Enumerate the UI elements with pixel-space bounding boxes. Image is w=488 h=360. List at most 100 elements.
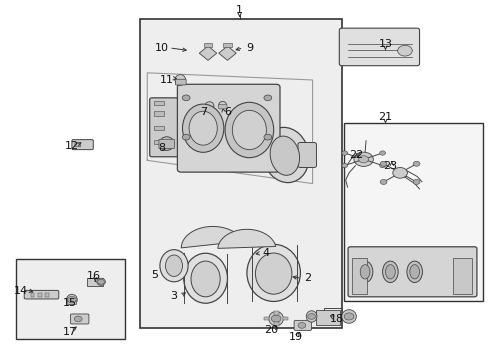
Text: 20: 20	[264, 325, 278, 335]
Circle shape	[412, 161, 419, 166]
Ellipse shape	[357, 261, 372, 283]
Circle shape	[264, 95, 271, 101]
FancyBboxPatch shape	[175, 79, 186, 85]
FancyBboxPatch shape	[177, 84, 280, 172]
Ellipse shape	[191, 261, 220, 297]
Circle shape	[341, 151, 347, 155]
FancyBboxPatch shape	[203, 43, 212, 47]
FancyBboxPatch shape	[452, 258, 471, 294]
FancyBboxPatch shape	[87, 278, 103, 286]
Text: 15: 15	[62, 298, 76, 308]
Ellipse shape	[268, 311, 283, 326]
Ellipse shape	[97, 278, 105, 285]
FancyBboxPatch shape	[273, 322, 278, 326]
Text: 18: 18	[329, 314, 343, 324]
Circle shape	[379, 179, 386, 184]
Text: 13: 13	[378, 39, 392, 49]
Ellipse shape	[189, 111, 217, 145]
Text: 19: 19	[288, 332, 302, 342]
Text: 6: 6	[224, 107, 230, 117]
Circle shape	[344, 313, 353, 320]
Circle shape	[353, 152, 372, 166]
Text: 5: 5	[151, 270, 158, 280]
Circle shape	[74, 316, 82, 322]
FancyBboxPatch shape	[347, 247, 476, 297]
FancyBboxPatch shape	[344, 123, 482, 301]
FancyBboxPatch shape	[316, 310, 340, 325]
Polygon shape	[217, 229, 275, 248]
Circle shape	[358, 156, 368, 163]
Text: 7: 7	[199, 107, 206, 117]
FancyBboxPatch shape	[218, 105, 226, 109]
Ellipse shape	[409, 265, 419, 279]
FancyBboxPatch shape	[72, 140, 93, 150]
Circle shape	[392, 167, 407, 178]
Ellipse shape	[305, 311, 316, 322]
Polygon shape	[199, 46, 216, 60]
Circle shape	[271, 315, 281, 322]
FancyBboxPatch shape	[264, 317, 268, 320]
Ellipse shape	[262, 127, 308, 183]
Ellipse shape	[66, 294, 77, 305]
Ellipse shape	[232, 111, 266, 150]
FancyBboxPatch shape	[154, 101, 163, 105]
Text: 23: 23	[383, 161, 397, 171]
FancyBboxPatch shape	[45, 293, 49, 297]
FancyBboxPatch shape	[140, 19, 341, 328]
Ellipse shape	[165, 255, 182, 276]
FancyBboxPatch shape	[297, 143, 316, 167]
FancyBboxPatch shape	[293, 320, 311, 330]
Circle shape	[379, 151, 385, 155]
Circle shape	[307, 314, 315, 319]
Ellipse shape	[360, 265, 369, 279]
Text: 22: 22	[348, 150, 363, 160]
Circle shape	[379, 163, 385, 168]
Text: 14: 14	[14, 286, 28, 296]
Ellipse shape	[385, 265, 394, 279]
Ellipse shape	[382, 261, 397, 283]
Ellipse shape	[160, 249, 188, 282]
Ellipse shape	[183, 253, 227, 303]
Text: 10: 10	[155, 43, 168, 53]
Circle shape	[397, 45, 411, 56]
Ellipse shape	[218, 102, 226, 109]
FancyBboxPatch shape	[38, 293, 41, 297]
FancyBboxPatch shape	[339, 28, 419, 66]
Text: 9: 9	[245, 43, 252, 53]
FancyBboxPatch shape	[149, 98, 191, 157]
Ellipse shape	[406, 261, 422, 283]
Circle shape	[264, 134, 271, 140]
Circle shape	[98, 279, 104, 284]
Ellipse shape	[246, 244, 300, 301]
Ellipse shape	[204, 102, 213, 110]
Ellipse shape	[159, 137, 174, 150]
Polygon shape	[181, 226, 243, 248]
Circle shape	[341, 163, 347, 168]
Text: 16: 16	[86, 271, 101, 282]
Text: 21: 21	[378, 112, 392, 122]
Circle shape	[182, 95, 190, 101]
Text: 11: 11	[160, 75, 173, 85]
FancyBboxPatch shape	[30, 293, 34, 297]
Text: 12: 12	[65, 141, 79, 151]
FancyBboxPatch shape	[16, 258, 125, 339]
FancyBboxPatch shape	[273, 311, 278, 315]
Text: 1: 1	[236, 5, 243, 15]
Text: 8: 8	[158, 143, 165, 153]
Circle shape	[182, 134, 190, 140]
Circle shape	[379, 161, 386, 166]
FancyBboxPatch shape	[223, 43, 231, 47]
FancyBboxPatch shape	[154, 140, 163, 144]
Text: 4: 4	[262, 248, 269, 258]
Text: 2: 2	[304, 273, 311, 283]
Ellipse shape	[341, 310, 356, 323]
FancyBboxPatch shape	[67, 301, 77, 304]
Ellipse shape	[175, 75, 185, 85]
FancyBboxPatch shape	[75, 143, 81, 147]
Ellipse shape	[255, 253, 291, 294]
FancyBboxPatch shape	[154, 111, 163, 116]
FancyBboxPatch shape	[70, 314, 89, 324]
Circle shape	[67, 296, 76, 303]
FancyBboxPatch shape	[159, 139, 174, 149]
Ellipse shape	[182, 104, 224, 152]
